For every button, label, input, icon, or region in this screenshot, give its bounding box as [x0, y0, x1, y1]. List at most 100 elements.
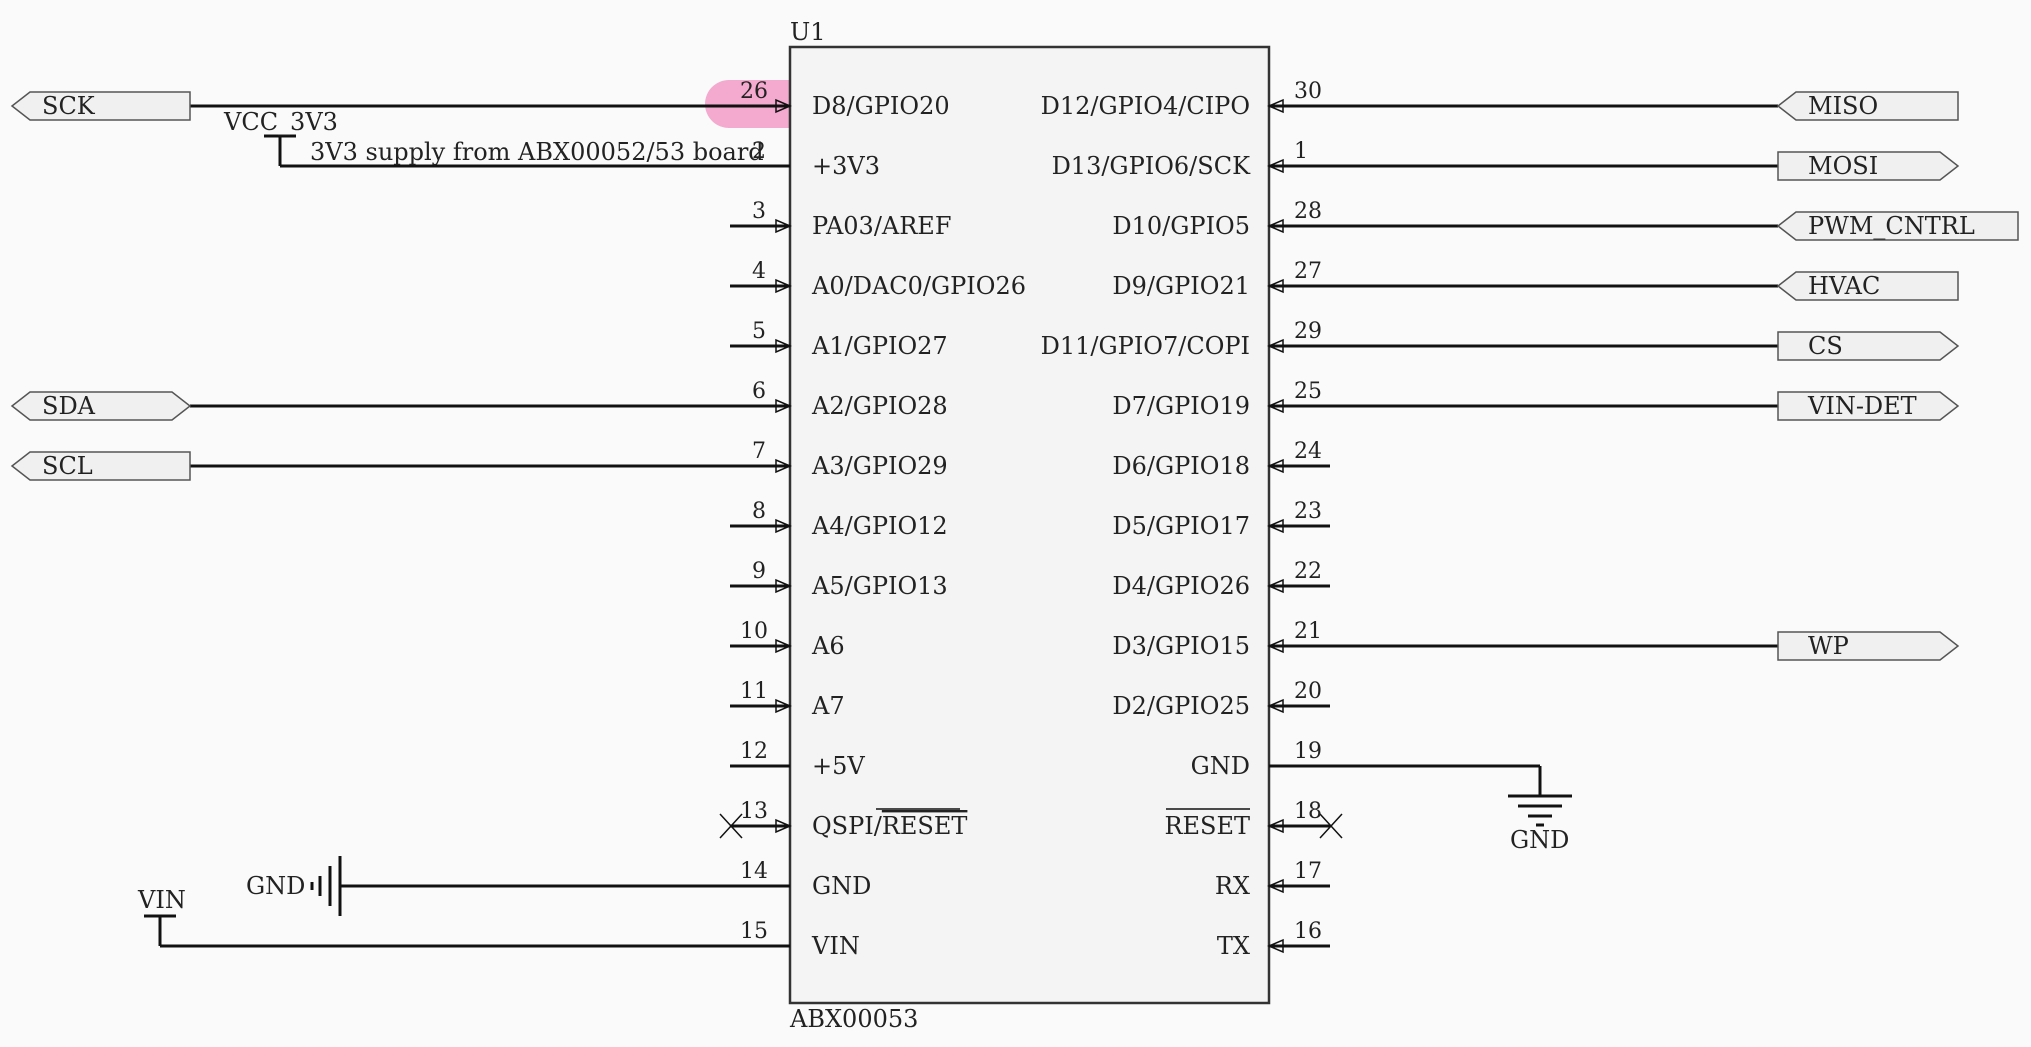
- pin-left-2[interactable]: 2 +3V3: [730, 139, 880, 180]
- pin-right-16[interactable]: 16 TX: [1217, 919, 1330, 960]
- pin-number: 20: [1294, 679, 1322, 704]
- gnd-left-net[interactable]: GND: [246, 856, 730, 916]
- pin-right-25[interactable]: 25 D7/GPIO19: [1112, 379, 1330, 420]
- pin-right-19[interactable]: 19 GND: [1191, 739, 1330, 780]
- pin-number: 22: [1294, 559, 1322, 584]
- pin-name: +3V3: [812, 152, 880, 180]
- net-wp[interactable]: WP: [1330, 631, 1960, 661]
- pin-right-30[interactable]: 30 D12/GPIO4/CIPO: [1041, 79, 1330, 120]
- pin-name: D9/GPIO21: [1112, 272, 1250, 300]
- sda-port[interactable]: [10, 391, 192, 421]
- pin-name: GND: [812, 872, 871, 900]
- vcc-3v3-net[interactable]: VCC_3V3 3V3 supply from ABX00052/53 boar…: [223, 108, 764, 168]
- net-scl[interactable]: SCL: [10, 451, 730, 481]
- pin-number: 18: [1294, 799, 1322, 824]
- pin-name: D8/GPIO20: [812, 92, 950, 120]
- pin-name: D12/GPIO4/CIPO: [1041, 92, 1250, 120]
- pwm-cntrl-port[interactable]: [1776, 211, 2019, 241]
- cs-port[interactable]: [1777, 331, 1960, 361]
- pin-name: D3/GPIO15: [1112, 632, 1250, 660]
- net-sda[interactable]: SDA: [10, 391, 730, 421]
- pin-right-21[interactable]: 21 D3/GPIO15: [1112, 619, 1330, 660]
- pin-name: A6: [811, 632, 845, 660]
- pin-name: D6/GPIO18: [1112, 452, 1250, 480]
- sda-port-label: SDA: [42, 392, 96, 420]
- no-connect-mark: [719, 813, 743, 839]
- pwm-cntrl-port-label: PWM_CNTRL: [1808, 212, 1975, 240]
- pin-left-10[interactable]: 10 A6: [730, 619, 845, 660]
- pin-right-29[interactable]: 29 D11/GPIO7/COPI: [1041, 319, 1330, 360]
- hvac-port[interactable]: [1776, 271, 1959, 301]
- wp-port[interactable]: [1777, 631, 1960, 661]
- pin-number: 27: [1294, 259, 1322, 284]
- pin-right-20[interactable]: 20 D2/GPIO25: [1112, 679, 1330, 720]
- pin-right-27[interactable]: 27 D9/GPIO21: [1112, 259, 1330, 300]
- pin-left-11[interactable]: 11 A7: [730, 679, 845, 720]
- pin-left-6[interactable]: 6 A2/GPIO28: [730, 379, 948, 420]
- vin-net[interactable]: VIN: [137, 886, 730, 948]
- pin-number: 10: [740, 619, 768, 644]
- left-pins: 26 D8/GPIO20 2 +3V3 3 PA03/AREF 4 A0/DAC…: [719, 79, 1026, 960]
- pin-number: 21: [1294, 619, 1322, 644]
- pin-left-26[interactable]: 26 D8/GPIO20: [730, 79, 950, 120]
- pin-right-18[interactable]: 18 RESET: [1164, 799, 1343, 840]
- pin-number: 30: [1294, 79, 1322, 104]
- pin-number: 15: [740, 919, 768, 944]
- net-sck[interactable]: SCK: [10, 91, 730, 121]
- pin-right-24[interactable]: 24 D6/GPIO18: [1112, 439, 1330, 480]
- ic-reference: U1: [790, 18, 826, 46]
- hvac-port-label: HVAC: [1808, 272, 1880, 300]
- no-connect-mark: [1319, 813, 1343, 839]
- net-pwm-cntrl[interactable]: PWM_CNTRL: [1330, 211, 2019, 241]
- pin-name: D2/GPIO25: [1112, 692, 1250, 720]
- pin-right-22[interactable]: 22 D4/GPIO26: [1112, 559, 1330, 600]
- pin-left-5[interactable]: 5 A1/GPIO27: [730, 319, 948, 360]
- pin-number: 24: [1294, 439, 1322, 464]
- pin-left-9[interactable]: 9 A5/GPIO13: [730, 559, 948, 600]
- pin-number: 19: [1294, 739, 1322, 764]
- net-mosi[interactable]: MOSI: [1330, 151, 1960, 181]
- gnd-right-net[interactable]: GND: [1330, 764, 1572, 854]
- pin-number: 7: [752, 439, 766, 464]
- mosi-port-label: MOSI: [1808, 152, 1878, 180]
- right-pins: 30 D12/GPIO4/CIPO 1 D13/GPIO6/SCK 28 D10…: [1041, 79, 1343, 960]
- pin-name: A0/DAC0/GPIO26: [811, 272, 1026, 300]
- net-vin-det[interactable]: VIN-DET: [1330, 391, 1960, 421]
- pin-left-12[interactable]: 12 +5V: [730, 739, 865, 780]
- net-miso[interactable]: MISO: [1330, 91, 1959, 121]
- pin-name: D5/GPIO17: [1112, 512, 1250, 540]
- pin-left-4[interactable]: 4 A0/DAC0/GPIO26: [730, 259, 1026, 300]
- pin-left-14[interactable]: 14 GND: [730, 859, 871, 900]
- pin-right-17[interactable]: 17 RX: [1215, 859, 1330, 900]
- scl-port[interactable]: [10, 451, 191, 481]
- miso-port[interactable]: [1776, 91, 1959, 121]
- net-cs[interactable]: CS: [1330, 331, 1960, 361]
- vin-det-port[interactable]: [1777, 391, 1960, 421]
- pin-left-7[interactable]: 7 A3/GPIO29: [730, 439, 948, 480]
- net-hvac[interactable]: HVAC: [1330, 271, 1959, 301]
- pin-left-13[interactable]: 13 QSPI/RESET: [719, 799, 967, 840]
- pin-name: A3/GPIO29: [811, 452, 948, 480]
- pin-left-8[interactable]: 8 A4/GPIO12: [730, 499, 948, 540]
- pin-name: A5/GPIO13: [811, 572, 948, 600]
- sck-port[interactable]: [10, 91, 191, 121]
- pin-right-23[interactable]: 23 D5/GPIO17: [1112, 499, 1330, 540]
- pin-right-28[interactable]: 28 D10/GPIO5: [1112, 199, 1330, 240]
- pin-number: 23: [1294, 499, 1322, 524]
- pin-name: A2/GPIO28: [811, 392, 948, 420]
- pin-right-1[interactable]: 1 D13/GPIO6/SCK: [1052, 139, 1330, 180]
- pin-name: A1/GPIO27: [811, 332, 948, 360]
- pin-number: 12: [740, 739, 768, 764]
- pin-number: 4: [752, 259, 766, 284]
- vcc-label: VCC_3V3: [223, 108, 338, 136]
- pin-left-3[interactable]: 3 PA03/AREF: [730, 199, 951, 240]
- pin-left-15[interactable]: 15 VIN: [730, 919, 860, 960]
- sck-port-label: SCK: [42, 92, 96, 120]
- pin-number: 6: [752, 379, 766, 404]
- pin-name: RESET: [1164, 812, 1250, 840]
- pin-name: VIN: [811, 932, 860, 960]
- pin-name: D11/GPIO7/COPI: [1041, 332, 1250, 360]
- ic-part-number: ABX00053: [789, 1005, 918, 1033]
- miso-port-label: MISO: [1808, 92, 1878, 120]
- mosi-port[interactable]: [1777, 151, 1960, 181]
